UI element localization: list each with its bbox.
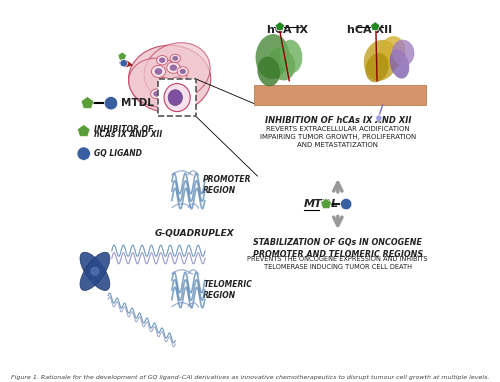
Polygon shape xyxy=(320,198,332,209)
Text: G-QUADRUPLEX: G-QUADRUPLEX xyxy=(154,230,234,238)
Ellipse shape xyxy=(154,91,160,96)
Ellipse shape xyxy=(170,54,180,63)
Text: hCA XII: hCA XII xyxy=(347,25,392,35)
Ellipse shape xyxy=(280,40,302,73)
FancyBboxPatch shape xyxy=(254,84,426,105)
Polygon shape xyxy=(118,52,126,60)
Text: PREVENTS THE ONCOGENE EXPRESSION AND INHIBITS
TELOMERASE INDUCING TUMOR CELL DEA: PREVENTS THE ONCOGENE EXPRESSION AND INH… xyxy=(248,256,428,270)
FancyBboxPatch shape xyxy=(158,79,196,116)
Ellipse shape xyxy=(90,267,100,276)
Ellipse shape xyxy=(155,68,162,74)
Ellipse shape xyxy=(170,77,183,88)
Circle shape xyxy=(104,97,118,110)
Polygon shape xyxy=(78,125,90,137)
Ellipse shape xyxy=(378,36,406,70)
Ellipse shape xyxy=(177,67,188,76)
Ellipse shape xyxy=(128,58,188,107)
Ellipse shape xyxy=(164,84,190,112)
Ellipse shape xyxy=(158,78,170,88)
Ellipse shape xyxy=(268,47,295,81)
Ellipse shape xyxy=(180,69,186,74)
Polygon shape xyxy=(276,22,284,31)
Text: hCAs IX AND XII: hCAs IX AND XII xyxy=(94,130,162,139)
Text: STABILIZATION OF GQs IN ONCOGENE
PROMOTER AND TELOMERIC REGIONS: STABILIZATION OF GQs IN ONCOGENE PROMOTE… xyxy=(252,238,423,259)
Text: hCA IX: hCA IX xyxy=(267,25,308,35)
Ellipse shape xyxy=(160,58,165,63)
Ellipse shape xyxy=(366,53,388,83)
Ellipse shape xyxy=(392,40,414,66)
Ellipse shape xyxy=(168,90,182,105)
Ellipse shape xyxy=(364,40,398,81)
Ellipse shape xyxy=(256,34,290,79)
Circle shape xyxy=(340,198,352,210)
Polygon shape xyxy=(81,97,94,108)
Ellipse shape xyxy=(161,80,167,85)
Ellipse shape xyxy=(164,93,171,99)
Ellipse shape xyxy=(128,45,211,113)
Circle shape xyxy=(77,147,90,160)
Polygon shape xyxy=(370,22,380,31)
Ellipse shape xyxy=(152,65,166,78)
Circle shape xyxy=(120,60,128,67)
Ellipse shape xyxy=(258,57,280,86)
Text: INHIBITION OF hCAs IX AND XII: INHIBITION OF hCAs IX AND XII xyxy=(264,116,411,125)
Text: TELOMERIC
REGION: TELOMERIC REGION xyxy=(204,280,252,300)
Ellipse shape xyxy=(80,252,110,290)
Text: MTDL: MTDL xyxy=(304,199,340,209)
Ellipse shape xyxy=(150,89,162,99)
Text: INHIBITOR OF: INHIBITOR OF xyxy=(94,125,153,134)
Ellipse shape xyxy=(144,43,210,100)
Ellipse shape xyxy=(80,252,110,290)
Ellipse shape xyxy=(390,49,409,79)
Text: GQ LIGAND: GQ LIGAND xyxy=(94,149,142,158)
Text: MTDL: MTDL xyxy=(121,98,154,108)
Text: Figure 1. Rationale for the development of GQ ligand–CAI derivatives as innovati: Figure 1. Rationale for the development … xyxy=(11,375,489,380)
Ellipse shape xyxy=(166,62,180,73)
Text: REVERTS EXTRACELLULAR ACIDIFICATION
IMPAIRING TUMOR GROWTH, PROLIFERATION
AND ME: REVERTS EXTRACELLULAR ACIDIFICATION IMPA… xyxy=(260,126,416,147)
Ellipse shape xyxy=(174,80,180,86)
Text: PROMOTER
REGION: PROMOTER REGION xyxy=(204,175,252,196)
Ellipse shape xyxy=(161,90,174,101)
Ellipse shape xyxy=(172,56,178,60)
Ellipse shape xyxy=(170,65,177,71)
Ellipse shape xyxy=(156,55,168,65)
Polygon shape xyxy=(376,114,382,121)
